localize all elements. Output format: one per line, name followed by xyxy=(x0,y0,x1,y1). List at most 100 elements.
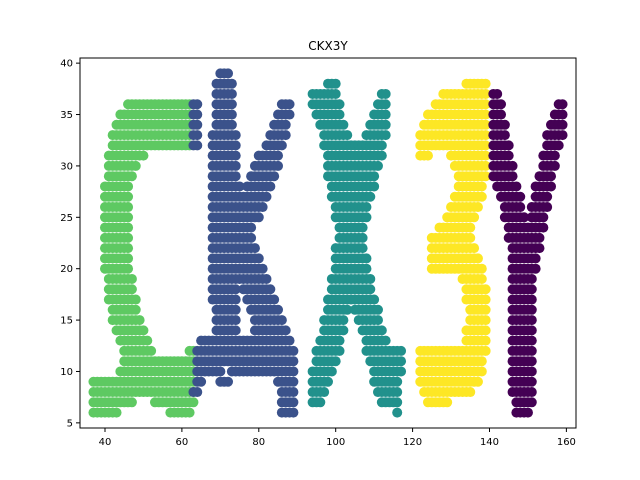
data-point xyxy=(330,356,341,367)
y-tick-label: 20 xyxy=(60,264,73,275)
data-point xyxy=(480,345,491,356)
data-point xyxy=(499,119,510,130)
y-tick-label: 30 xyxy=(60,161,73,172)
data-point xyxy=(288,397,299,408)
data-point xyxy=(273,304,284,315)
y-tick-label: 5 xyxy=(67,418,73,429)
data-point xyxy=(515,202,526,213)
data-point xyxy=(326,366,337,377)
data-point xyxy=(142,335,153,346)
data-point xyxy=(192,140,203,151)
data-point xyxy=(480,160,491,171)
data-point xyxy=(526,366,537,377)
data-point xyxy=(226,109,237,120)
series-2 xyxy=(307,78,407,418)
data-point xyxy=(361,263,372,274)
y-tick-label: 35 xyxy=(60,110,73,121)
data-point xyxy=(288,407,299,418)
data-point xyxy=(226,88,237,99)
data-point xyxy=(465,232,476,243)
data-point xyxy=(557,109,568,120)
data-point xyxy=(330,78,341,89)
data-point xyxy=(480,335,491,346)
data-point xyxy=(503,140,514,151)
data-point xyxy=(549,160,560,171)
data-point xyxy=(519,212,530,223)
data-point xyxy=(226,78,237,89)
data-point xyxy=(138,150,149,161)
data-point xyxy=(288,356,299,367)
data-point xyxy=(480,304,491,315)
data-point xyxy=(480,315,491,326)
data-point xyxy=(476,263,487,274)
data-point xyxy=(338,119,349,130)
data-point xyxy=(342,304,353,315)
chart-title: CKX3Y xyxy=(308,39,348,53)
data-point xyxy=(265,181,276,192)
x-tick-label: 60 xyxy=(176,437,189,448)
data-point xyxy=(480,99,491,110)
data-point xyxy=(334,335,345,346)
data-point xyxy=(261,273,272,284)
data-point xyxy=(261,191,272,202)
data-point xyxy=(280,130,291,141)
x-tick-label: 160 xyxy=(557,437,576,448)
data-point xyxy=(511,181,522,192)
data-point xyxy=(396,356,407,367)
data-point xyxy=(223,68,234,79)
x-tick-label: 140 xyxy=(480,437,499,448)
data-point xyxy=(380,109,391,120)
data-point xyxy=(288,345,299,356)
series-4 xyxy=(488,88,568,418)
x-axis: 40 60 80 100 120 140 160 xyxy=(99,428,576,448)
data-point xyxy=(230,140,241,151)
data-point xyxy=(323,376,333,387)
data-point xyxy=(111,407,122,418)
data-point xyxy=(230,130,241,141)
data-point xyxy=(123,263,134,274)
data-point xyxy=(369,181,380,192)
data-point xyxy=(557,119,568,130)
data-point xyxy=(534,232,545,243)
series-3 xyxy=(415,78,491,408)
data-point xyxy=(546,181,557,192)
data-point xyxy=(369,171,380,182)
data-point xyxy=(480,78,491,89)
data-point xyxy=(476,191,487,202)
data-point xyxy=(480,284,491,295)
data-point xyxy=(230,294,241,305)
data-point xyxy=(284,335,295,346)
data-point xyxy=(319,387,330,398)
data-point xyxy=(392,397,403,408)
data-point xyxy=(123,181,134,192)
data-point xyxy=(472,376,483,387)
y-tick-label: 15 xyxy=(60,316,73,327)
data-point xyxy=(372,160,383,171)
x-tick-label: 80 xyxy=(252,437,265,448)
data-point xyxy=(526,315,537,326)
data-point xyxy=(280,325,291,336)
data-point xyxy=(526,273,537,284)
data-point xyxy=(549,150,560,161)
data-point xyxy=(472,202,483,213)
data-point xyxy=(249,243,260,254)
data-point xyxy=(123,202,134,213)
data-point xyxy=(257,202,268,213)
data-point xyxy=(215,366,226,377)
data-point xyxy=(522,407,533,418)
data-point xyxy=(126,273,137,284)
data-point xyxy=(226,119,237,130)
data-point xyxy=(480,109,491,120)
data-point xyxy=(538,222,549,233)
data-point xyxy=(226,99,237,110)
data-point xyxy=(480,130,491,141)
data-point xyxy=(526,325,537,336)
data-point xyxy=(230,160,241,171)
data-point xyxy=(361,202,372,213)
data-point xyxy=(392,376,403,387)
y-axis: 5 10 15 20 25 30 35 40 xyxy=(60,59,80,429)
data-point xyxy=(188,397,199,408)
data-point xyxy=(134,315,145,326)
data-point xyxy=(315,397,326,408)
data-point xyxy=(515,191,526,202)
